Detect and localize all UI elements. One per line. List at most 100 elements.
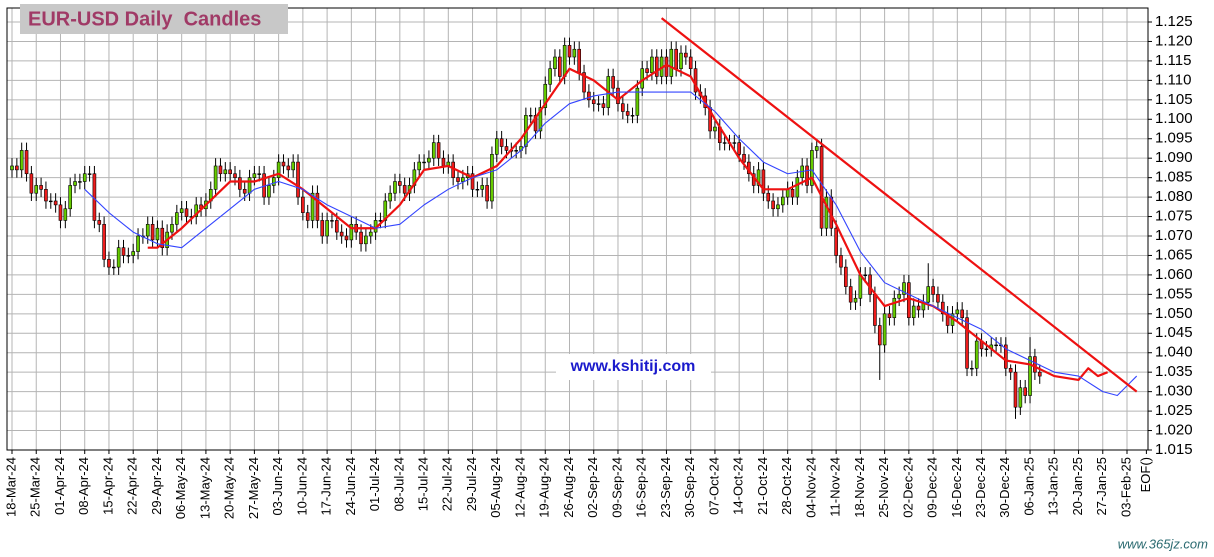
x-tick-label: 15-Jul-24 [416,457,431,511]
candle-body [965,317,969,369]
candle-body [635,87,640,116]
candle-body [785,189,790,198]
candle-body [630,115,635,117]
candle-body [58,204,63,221]
candle-body [931,286,935,295]
candle-body [247,177,252,194]
candle-body [824,196,829,229]
y-tick-label: 1.020 [1155,422,1193,439]
y-tick-label: 1.060 [1155,266,1193,283]
annotation: www.kshitij.com [570,358,696,375]
candle-body [538,107,543,132]
candle-body [679,52,683,69]
candle-body [742,153,746,163]
candle-body [940,301,945,315]
candle-body [621,103,625,112]
candle-body [587,91,591,101]
candle-body [29,173,34,194]
candle-body [858,274,863,299]
x-tick-label: 04-Nov-24 [803,457,818,518]
x-tick-label: 13-May-24 [197,457,212,519]
candle-body [916,305,921,311]
candle-body [393,181,397,194]
x-tick-label: EOF() [1138,457,1153,492]
candle-body [145,224,150,237]
candle-body [766,192,771,202]
x-tick-label: 17-Jun-24 [319,457,334,516]
y-tick-label: 1.110 [1155,71,1191,88]
y-tick-label: 1.035 [1155,363,1193,380]
x-tick-label: 14-Oct-24 [731,457,746,515]
candle-body [320,220,325,237]
candle-body [732,142,737,144]
watermark: www.365jz.com [1118,536,1208,551]
candle-body [175,212,179,225]
candle-body [368,231,373,237]
y-tick-label: 1.015 [1155,441,1193,458]
candle-body [107,259,111,268]
candle-body [955,309,960,315]
candle-body [994,344,998,347]
candle-body [548,68,552,85]
y-tick-label: 1.055 [1155,285,1193,302]
chart-title: EUR-USD Daily Candles [28,8,261,30]
candle-body [150,224,155,241]
candle-body [82,173,87,182]
candle-body [490,153,494,202]
candle-body [863,274,868,277]
candle-body [184,208,189,217]
y-tick-label: 1.030 [1155,383,1193,400]
candle-body [78,181,82,183]
y-tick-label: 1.040 [1155,344,1193,361]
candle-body [126,255,131,257]
candle-body [877,325,882,346]
candle-body [1023,387,1027,396]
x-tick-label: 16-Sep-24 [634,457,649,518]
candle-body [97,220,102,225]
candle-body [228,169,232,175]
candle-body [131,251,135,256]
candle-body [533,115,538,132]
candle-body [781,196,785,206]
x-tick-label: 10-Jun-24 [294,457,309,516]
candle-body [582,72,586,93]
x-tick-label: 23-Dec-24 [973,457,988,518]
candle-body [974,340,979,369]
candle-body [844,266,848,287]
y-tick-label: 1.075 [1155,208,1193,225]
x-tick-label: 23-Sep-24 [658,457,673,518]
candle-body [810,150,814,186]
x-tick-label: 03-Feb-25 [1118,457,1133,517]
x-tick-label: 21-Oct-24 [755,457,770,515]
candle-body [577,48,581,73]
candle-body [296,161,300,198]
candle-body [48,200,53,203]
x-tick-label: 01-Jul-24 [367,457,382,511]
y-tick-label: 1.050 [1155,305,1193,322]
candle-body [761,169,766,194]
candle-body [722,142,727,144]
candle-body [339,231,344,237]
candle-body [436,142,441,159]
candle-body [654,56,659,77]
candle-body [170,224,174,233]
candle-body [936,294,940,303]
candle-body [291,161,295,171]
x-tick-label: 06-Jan-25 [1021,457,1036,516]
x-tick-label: 29-Jul-24 [464,457,479,511]
annotation-box [556,354,711,380]
candle-body [63,208,68,221]
candle-body [805,165,809,186]
candle-body [887,313,892,319]
candle-body [771,200,775,210]
x-tick-label: 22-Jul-24 [440,457,455,511]
y-tick-label: 1.105 [1155,91,1193,108]
candle-body [873,294,877,326]
candle-body [242,189,247,194]
x-tick-label: 26-Aug-24 [561,457,576,518]
y-tick-label: 1.100 [1155,110,1193,127]
candle-body [456,177,460,182]
candle-body [882,313,887,346]
x-tick-label: 30-Dec-24 [997,457,1012,518]
x-tick-label: 15-Apr-24 [100,457,115,515]
